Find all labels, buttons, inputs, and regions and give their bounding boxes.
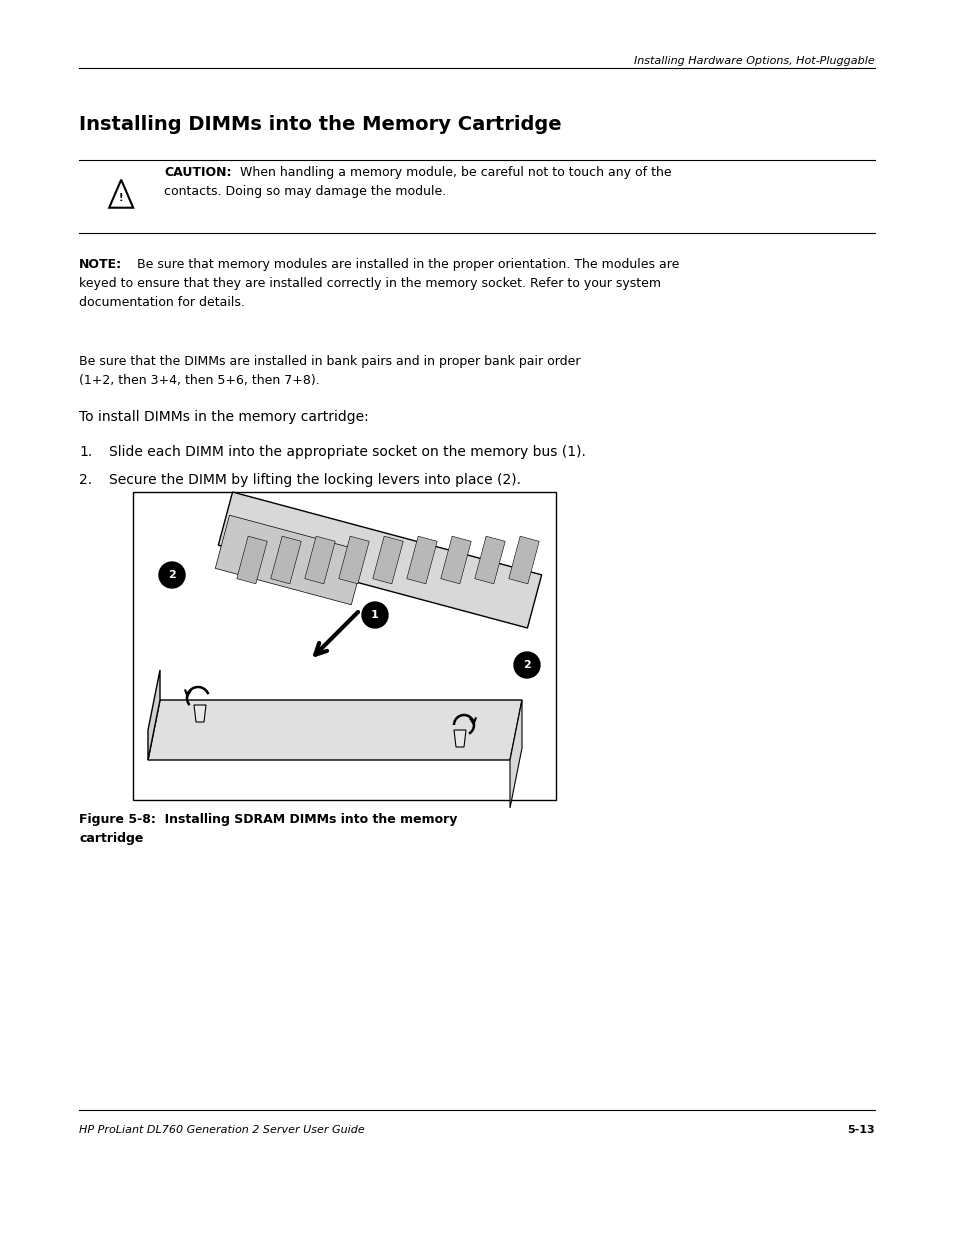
Text: 5-13: 5-13 bbox=[846, 1125, 874, 1135]
Polygon shape bbox=[338, 536, 369, 584]
Text: To install DIMMs in the memory cartridge:: To install DIMMs in the memory cartridge… bbox=[79, 410, 369, 424]
Text: When handling a memory module, be careful not to touch any of the: When handling a memory module, be carefu… bbox=[232, 165, 671, 179]
Text: 2: 2 bbox=[168, 571, 175, 580]
Polygon shape bbox=[510, 700, 521, 808]
Text: Be sure that the DIMMs are installed in bank pairs and in proper bank pair order: Be sure that the DIMMs are installed in … bbox=[79, 354, 580, 368]
Text: Figure 5-8:  Installing SDRAM DIMMs into the memory: Figure 5-8: Installing SDRAM DIMMs into … bbox=[79, 813, 457, 826]
Bar bbox=[132, 492, 556, 800]
Polygon shape bbox=[304, 536, 335, 584]
Text: CAUTION:: CAUTION: bbox=[164, 165, 232, 179]
Polygon shape bbox=[193, 705, 206, 722]
Text: 1.: 1. bbox=[79, 445, 92, 459]
Text: HP ProLiant DL760 Generation 2 Server User Guide: HP ProLiant DL760 Generation 2 Server Us… bbox=[79, 1125, 365, 1135]
Polygon shape bbox=[236, 536, 267, 584]
Circle shape bbox=[361, 601, 388, 629]
Polygon shape bbox=[454, 730, 465, 747]
Text: Secure the DIMM by lifting the locking levers into place (2).: Secure the DIMM by lifting the locking l… bbox=[109, 473, 520, 487]
Polygon shape bbox=[271, 536, 301, 584]
Polygon shape bbox=[508, 536, 538, 584]
Text: keyed to ensure that they are installed correctly in the memory socket. Refer to: keyed to ensure that they are installed … bbox=[79, 277, 660, 290]
Text: cartridge: cartridge bbox=[79, 832, 143, 845]
Text: contacts. Doing so may damage the module.: contacts. Doing so may damage the module… bbox=[164, 185, 446, 198]
Polygon shape bbox=[218, 492, 541, 627]
Text: Installing Hardware Options, Hot-Pluggable: Installing Hardware Options, Hot-Pluggab… bbox=[634, 56, 874, 65]
Circle shape bbox=[159, 562, 185, 588]
Polygon shape bbox=[148, 671, 160, 760]
Circle shape bbox=[514, 652, 539, 678]
Text: documentation for details.: documentation for details. bbox=[79, 296, 245, 309]
Polygon shape bbox=[406, 536, 436, 584]
Polygon shape bbox=[475, 536, 505, 584]
Text: NOTE:: NOTE: bbox=[79, 258, 122, 270]
Text: 1: 1 bbox=[371, 610, 378, 620]
Text: Slide each DIMM into the appropriate socket on the memory bus (1).: Slide each DIMM into the appropriate soc… bbox=[109, 445, 585, 459]
Text: (1+2, then 3+4, then 5+6, then 7+8).: (1+2, then 3+4, then 5+6, then 7+8). bbox=[79, 374, 319, 387]
Polygon shape bbox=[148, 700, 521, 760]
Polygon shape bbox=[373, 536, 403, 584]
Text: !: ! bbox=[119, 194, 123, 204]
Text: Installing DIMMs into the Memory Cartridge: Installing DIMMs into the Memory Cartrid… bbox=[79, 115, 561, 135]
Text: 2.: 2. bbox=[79, 473, 92, 487]
Polygon shape bbox=[440, 536, 471, 584]
Text: 2: 2 bbox=[522, 659, 530, 671]
Text: Be sure that memory modules are installed in the proper orientation. The modules: Be sure that memory modules are installe… bbox=[129, 258, 679, 270]
Polygon shape bbox=[215, 515, 365, 605]
